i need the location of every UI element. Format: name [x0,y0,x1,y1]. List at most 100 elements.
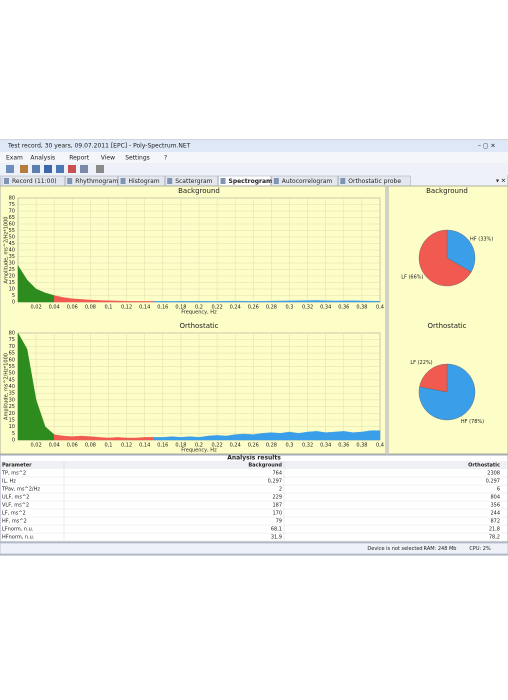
y-tick-label: 45 [9,377,15,383]
y-tick-label: 0 [12,300,15,306]
table-cell: TP, ms^2 [1,471,26,477]
x-tick-label: 0,38 [356,305,367,311]
tool-icon[interactable] [56,165,64,173]
x-tick-label: 0,36 [338,305,349,311]
x-tick-label: 0,04 [49,305,60,311]
toolbar [0,163,508,175]
x-tick-label: 0,28 [266,443,277,449]
y-tick-label: 30 [9,397,15,403]
tool-icon[interactable] [96,165,104,173]
x-tick-label: 0,38 [356,443,367,449]
status-item: RAM: 248 Mb [424,546,457,552]
x-tick-label: 0,02 [31,443,42,449]
table-cell: 872 [490,519,500,525]
tool-icon[interactable] [80,165,88,173]
y-tick-label: 20 [9,411,15,417]
x-tick-label: 0,3 [286,305,294,311]
tool-icon[interactable] [20,165,28,173]
y-tick-label: 50 [9,371,15,377]
tab-icon [67,178,73,184]
y-tick-label: 70 [9,344,15,350]
table-cell: HFnorm, n.u. [2,535,35,541]
table-cell: 79 [276,519,282,525]
table-cell: 356 [490,503,500,509]
x-tick-label: 0,16 [157,443,168,449]
x-tick-label: 0,32 [302,443,313,449]
x-tick-label: 0,08 [85,305,96,311]
y-tick-label: 35 [9,254,15,260]
x-axis-label: Frequency, Hz [181,448,217,454]
x-tick-label: 0,22 [212,443,223,449]
menu-item[interactable]: ? [164,155,167,162]
pie-slice [419,363,448,393]
spectrum-area [54,295,154,303]
tool-icon[interactable] [6,165,14,173]
y-axis-label: Amplitude, ms^2/Hz*1000 [4,217,10,284]
tab-label[interactable]: Histogram [129,178,160,185]
tab-label[interactable]: Rhythmogram [75,178,118,185]
table-header-cell: Background [248,463,282,469]
window-controls[interactable]: – ▢ ✕ [478,143,496,150]
x-tick-label: 0,16 [157,305,168,311]
x-tick-label: 0,28 [266,305,277,311]
x-tick-label: 0,08 [85,443,96,449]
tool-icon[interactable] [32,165,40,173]
y-tick-label: 75 [9,202,15,208]
table-header [1,461,507,469]
tool-icon[interactable] [68,165,76,173]
tab-label[interactable]: Record (11:00) [12,178,57,185]
table-title: Analysis results [227,455,281,462]
tab-icon [4,178,9,184]
table-cell: VLF, ms^2 [2,503,29,509]
menu-item[interactable]: Exam [6,155,23,162]
x-tick-label: 0,34 [320,443,331,449]
y-tick-label: 55 [9,228,15,234]
tab-label[interactable]: Autocorrelogram [282,178,333,185]
status: Device is not selected RAM: 248 Mb CPU: 2% [367,546,491,552]
window-title: Test record, 30 years, 09.07.2011 [EPC] … [7,143,191,150]
chart-title: Background [178,187,220,195]
y-tick-label: 40 [9,384,15,390]
menu-item[interactable]: View [101,155,115,162]
menu: Exam Analysis Report View Settings? [6,155,167,162]
y-axis-label: Amplitude, ms^2/Hz*1000 [4,353,10,420]
table-cell: 229 [272,495,282,501]
table-cell: 170 [272,511,282,517]
y-tick-label: 55 [9,364,15,370]
slice-label: HF (33%) [470,237,493,243]
x-tick-label: 0,4 [376,443,384,449]
pie-slice [446,229,476,273]
table-cell: 2 [279,487,282,493]
menu-item[interactable]: Settings [125,155,150,162]
y-tick-label: 5 [12,293,15,299]
menu-bar [0,152,508,163]
tab-label[interactable]: Orthostatic probe [348,178,401,185]
panel-controls[interactable]: ▾ ✕ [496,178,506,185]
spectrum-area [153,430,381,441]
x-tick-label: 0,14 [139,305,150,311]
table-header-cell: Orthostatic [468,463,500,469]
x-tick-label: 0,36 [338,443,349,449]
y-tick-label: 60 [9,222,15,228]
y-tick-label: 25 [9,267,15,273]
x-tick-label: 0,06 [67,443,78,449]
tab-label[interactable]: Scattergram [175,178,212,185]
table-cell: 78,2 [489,535,500,541]
tool-icon[interactable] [44,165,52,173]
x-axis-label: Frequency, Hz [181,310,217,316]
y-tick-label: 75 [9,337,15,343]
y-tick-label: 0 [12,438,15,444]
pie-slice [418,363,476,421]
slice-label: LF (66%) [401,275,423,281]
table-cell: HF, ms^2 [2,519,27,525]
table-cell: 6 [497,487,500,493]
x-tick-label: 0,2 [195,443,203,449]
status-bar [0,542,508,555]
tab-label[interactable]: Spectrogram [229,178,273,185]
tab-icon [167,178,173,184]
x-tick-label: 0,04 [49,443,60,449]
menu-item[interactable]: Analysis [30,155,55,162]
x-tick-label: 0,4 [376,305,384,311]
menu-item[interactable]: Report [69,155,90,162]
